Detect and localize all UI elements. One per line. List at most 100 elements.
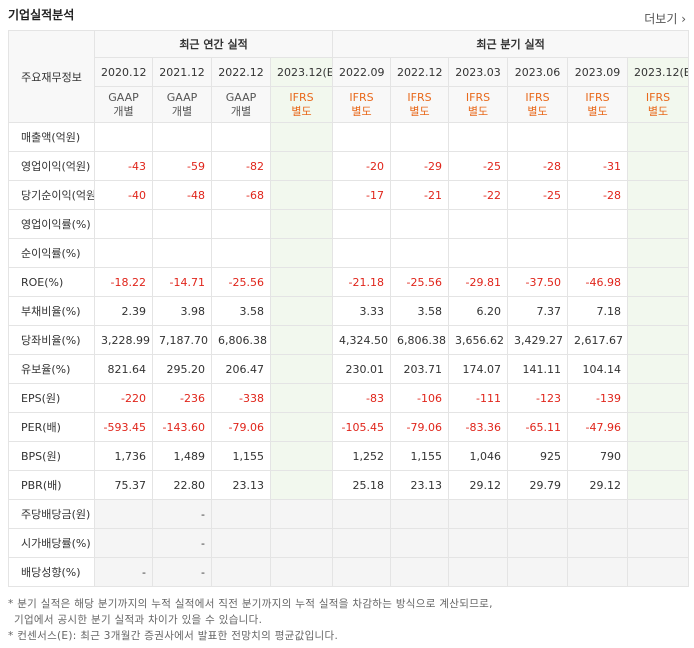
- standard-type: GAAP: [166, 90, 198, 104]
- value-cell: 295.20: [152, 354, 212, 384]
- value-cell: [390, 238, 450, 268]
- value-cell: [211, 209, 271, 239]
- value-cell: [448, 238, 509, 268]
- row-label: 당좌비율(%): [8, 325, 95, 355]
- value-cell: [269, 412, 334, 442]
- value-cell: [507, 528, 569, 558]
- group-header: 최근 연간 실적: [93, 30, 334, 58]
- row-label: PBR(배): [8, 470, 95, 500]
- standard-basis: 별도: [467, 104, 489, 118]
- value-cell: -593.45: [94, 412, 153, 442]
- value-cell: [269, 528, 334, 558]
- value-cell: [567, 499, 629, 529]
- value-cell: [627, 267, 690, 297]
- value-cell: -220: [94, 383, 153, 413]
- value-cell: -31: [567, 151, 629, 181]
- value-cell: [627, 122, 690, 152]
- standard-header: GAAP 개별: [152, 86, 212, 123]
- value-cell: [332, 238, 392, 268]
- group-header: 최근 분기 실적: [332, 30, 690, 58]
- value-cell: [269, 557, 334, 587]
- value-cell: [627, 383, 690, 413]
- value-cell: [627, 325, 690, 355]
- value-cell: -25: [448, 151, 509, 181]
- value-cell: -47.96: [567, 412, 629, 442]
- value-cell: 104.14: [567, 354, 629, 384]
- value-cell: [390, 122, 450, 152]
- value-cell: [627, 470, 690, 500]
- value-cell: -25: [507, 180, 569, 210]
- value-cell: -: [152, 499, 212, 529]
- data-row: 매출액(억원): [8, 122, 690, 152]
- footnote: 기업에서 공시한 분기 실적과 차이가 있을 수 있습니다.: [14, 614, 263, 626]
- value-cell: 203.71: [390, 354, 450, 384]
- value-cell: [567, 557, 629, 587]
- value-cell: [627, 296, 690, 326]
- data-row: 당좌비율(%) 3,228.99 7,187.70 6,806.38 4,324.50 6…: [8, 325, 690, 355]
- standard-type: GAAP: [108, 90, 139, 104]
- data-row: PBR(배) 75.37 22.80 23.13 25.18 23.13 29.12 29.7…: [8, 470, 690, 500]
- value-cell: [94, 209, 153, 239]
- header-row: 2020.12 2021.12 2022.12 2023.12(E) 2022.09 20…: [9, 57, 690, 87]
- row-label: 시가배당률(%): [8, 528, 95, 558]
- value-cell: -123: [507, 383, 569, 413]
- data-row: 당기순이익(억원) -40 -48 -68 -17 -21 -22 -25 -28: [8, 180, 690, 210]
- value-cell: [94, 122, 153, 152]
- value-cell: 6,806.38: [390, 325, 450, 355]
- value-cell: -236: [152, 383, 212, 413]
- value-cell: 1,155: [390, 441, 450, 471]
- more-link[interactable]: 더보기: [644, 10, 686, 27]
- footnote: * 컨센서스(E): 최근 3개월간 증권사에서 발표한 전망치의 평균값입니다…: [8, 630, 339, 642]
- value-cell: 29.12: [448, 470, 509, 500]
- value-cell: [448, 209, 509, 239]
- value-cell: 7.37: [507, 296, 569, 326]
- value-cell: [269, 383, 334, 413]
- value-cell: 3,228.99: [94, 325, 153, 355]
- period-header: 2021.12: [152, 57, 212, 87]
- value-cell: 3,429.27: [507, 325, 569, 355]
- value-cell: [332, 499, 392, 529]
- standard-basis: 개별: [113, 104, 134, 118]
- value-cell: [627, 151, 690, 181]
- value-cell: -59: [152, 151, 212, 181]
- value-cell: -37.50: [507, 267, 569, 297]
- value-cell: -28: [567, 180, 629, 210]
- value-cell: [567, 528, 629, 558]
- value-cell: [627, 441, 690, 471]
- value-cell: [448, 557, 509, 587]
- value-cell: 22.80: [152, 470, 212, 500]
- standard-header: IFRS 별도: [507, 86, 569, 123]
- value-cell: [94, 528, 153, 558]
- value-cell: -79.06: [390, 412, 450, 442]
- value-cell: [390, 209, 450, 239]
- standard-basis: 별도: [587, 104, 608, 118]
- value-cell: 206.47: [211, 354, 271, 384]
- standard-header: IFRS 별도: [448, 86, 509, 123]
- value-cell: [269, 209, 334, 239]
- row-label: 당기순이익(억원): [8, 180, 95, 210]
- data-row: 부채비율(%) 2.39 3.98 3.58 3.33 3.58 6.20 7.37 7.18: [8, 296, 690, 326]
- value-cell: [627, 412, 690, 442]
- value-cell: [507, 122, 569, 152]
- value-cell: [627, 354, 690, 384]
- value-cell: 1,046: [448, 441, 509, 471]
- value-cell: 3.98: [152, 296, 212, 326]
- value-cell: 2,617.67: [567, 325, 629, 355]
- value-cell: 75.37: [94, 470, 153, 500]
- row-label: PER(배): [8, 412, 95, 442]
- value-cell: -83.36: [448, 412, 509, 442]
- value-cell: 7,187.70: [152, 325, 212, 355]
- value-cell: [627, 557, 690, 587]
- footnote: * 분기 실적은 해당 분기까지의 누적 실적에서 직전 분기까지의 누적 실적…: [8, 598, 493, 610]
- section-title: 기업실적분석: [8, 8, 75, 22]
- period-header: 2022.12: [211, 57, 271, 87]
- standard-header: IFRS 별도: [269, 86, 334, 123]
- value-cell: 23.13: [211, 470, 271, 500]
- value-cell: 1,155: [211, 441, 271, 471]
- standard-type: IFRS: [525, 90, 550, 104]
- period-header: 2023.03: [448, 57, 509, 87]
- standard-type: IFRS: [645, 90, 671, 104]
- value-cell: 29.12: [567, 470, 629, 500]
- value-cell: 174.07: [448, 354, 509, 384]
- standard-basis: 별도: [409, 104, 430, 118]
